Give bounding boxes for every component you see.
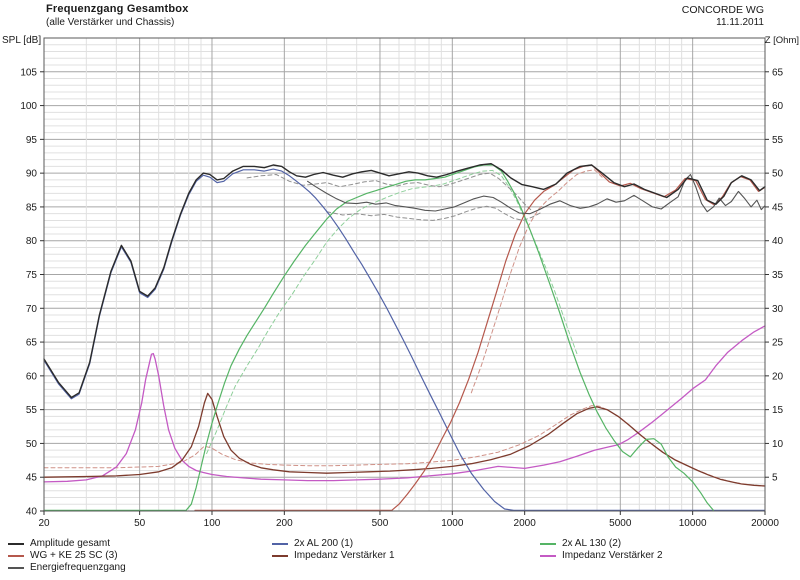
freq-tick-label: 1000 bbox=[441, 518, 464, 529]
legend-column-3: 2x AL 130 (2) Impedanz Verstärker 2 bbox=[540, 538, 663, 562]
left-tick-label: 80 bbox=[26, 236, 38, 247]
legend-item: Amplitude gesamt bbox=[8, 538, 126, 550]
left-tick-label: 40 bbox=[26, 507, 38, 518]
legend-label: 2x AL 200 (1) bbox=[294, 538, 354, 549]
left-tick-label: 60 bbox=[26, 371, 38, 382]
legend-item: Impedanz Verstärker 2 bbox=[540, 550, 663, 562]
project-name: CONCORDE WG bbox=[681, 4, 764, 16]
left-tick-label: 90 bbox=[26, 169, 38, 180]
left-tick-label: 45 bbox=[26, 473, 38, 484]
right-tick-label: 45 bbox=[772, 202, 784, 213]
curve-al200 bbox=[43, 168, 766, 511]
chart-subtitle: (alle Verstärker und Chassis) bbox=[46, 17, 175, 28]
legend-item: Impedanz Verstärker 1 bbox=[272, 550, 395, 562]
left-tick-label: 95 bbox=[26, 135, 38, 146]
freq-tick-label: 50 bbox=[134, 518, 146, 529]
freq-tick-label: 5000 bbox=[609, 518, 632, 529]
legend-item: 2x AL 130 (2) bbox=[540, 538, 663, 550]
legend-column-2: 2x AL 200 (1) Impedanz Verstärker 1 bbox=[272, 538, 395, 562]
left-tick-label: 85 bbox=[26, 202, 38, 213]
curve-al130 bbox=[43, 164, 715, 511]
freq-tick-label: 500 bbox=[372, 518, 389, 529]
right-tick-label: 35 bbox=[772, 270, 784, 281]
curve-al130_echo bbox=[206, 169, 578, 455]
curve-energie bbox=[307, 173, 766, 215]
right-tick-label: 5 bbox=[772, 473, 778, 484]
right-tick-label: 25 bbox=[772, 338, 784, 349]
right-tick-label: 15 bbox=[772, 405, 784, 416]
left-tick-label: 105 bbox=[20, 67, 37, 78]
right-axis-label: Z [Ohm] bbox=[764, 35, 799, 46]
left-tick-label: 55 bbox=[26, 405, 38, 416]
legend-line-swatch bbox=[8, 543, 24, 545]
freq-tick-label: 2000 bbox=[514, 518, 537, 529]
right-tick-label: 55 bbox=[772, 135, 784, 146]
freq-tick-label: 200 bbox=[276, 518, 293, 529]
left-tick-label: 50 bbox=[26, 439, 38, 450]
legend-line-swatch bbox=[272, 543, 288, 545]
legend-label: Impedanz Verstärker 1 bbox=[294, 550, 395, 561]
right-tick-label: 60 bbox=[772, 101, 784, 112]
freq-tick-label: 20000 bbox=[751, 518, 779, 529]
right-tick-label: 10 bbox=[772, 439, 784, 450]
freq-tick-label: 10000 bbox=[679, 518, 707, 529]
legend-label: Energiefrequenzgang bbox=[30, 562, 126, 573]
legend-item: 2x AL 200 (1) bbox=[272, 538, 395, 550]
chart-title: Frequenzgang Gesamtbox bbox=[46, 3, 189, 15]
legend-item: WG + KE 25 SC (3) bbox=[8, 550, 126, 562]
left-tick-label: 70 bbox=[26, 304, 38, 315]
legend-label: 2x AL 130 (2) bbox=[562, 538, 622, 549]
curve-imp1_echo bbox=[43, 405, 766, 487]
left-tick-label: 65 bbox=[26, 338, 38, 349]
legend-label: Impedanz Verstärker 2 bbox=[562, 550, 663, 561]
right-tick-label: 50 bbox=[772, 169, 784, 180]
left-tick-label: 75 bbox=[26, 270, 38, 281]
curve-energie_echo_hi bbox=[246, 172, 533, 212]
right-tick-label: 30 bbox=[772, 304, 784, 315]
curve-energie_echo_lo bbox=[326, 205, 542, 221]
right-tick-label: 40 bbox=[772, 236, 784, 247]
right-tick-label: 20 bbox=[772, 371, 784, 382]
legend-line-swatch bbox=[540, 555, 556, 557]
legend-line-swatch bbox=[8, 567, 24, 569]
legend-line-swatch bbox=[8, 555, 24, 557]
legend-label: WG + KE 25 SC (3) bbox=[30, 550, 118, 561]
curve-wg_ke25 bbox=[194, 164, 766, 511]
left-tick-label: 100 bbox=[20, 101, 37, 112]
legend-line-swatch bbox=[540, 543, 556, 545]
curve-imp1 bbox=[43, 392, 766, 487]
legend-column-1: Amplitude gesamt WG + KE 25 SC (3) Energie… bbox=[8, 538, 126, 574]
right-tick-label: 65 bbox=[772, 67, 784, 78]
freq-tick-label: 20 bbox=[38, 518, 50, 529]
curve-imp2 bbox=[43, 325, 766, 483]
left-axis-label: SPL [dB] bbox=[2, 35, 42, 46]
legend-line-swatch bbox=[272, 555, 288, 557]
curve-amplitude bbox=[43, 162, 766, 399]
legend-item: Energiefrequenzgang bbox=[8, 562, 126, 574]
legend: Amplitude gesamt WG + KE 25 SC (3) Energie… bbox=[0, 538, 800, 580]
freq-tick-label: 100 bbox=[204, 518, 221, 529]
chart-date: 11.11.2011 bbox=[716, 17, 764, 28]
legend-label: Amplitude gesamt bbox=[30, 538, 111, 549]
